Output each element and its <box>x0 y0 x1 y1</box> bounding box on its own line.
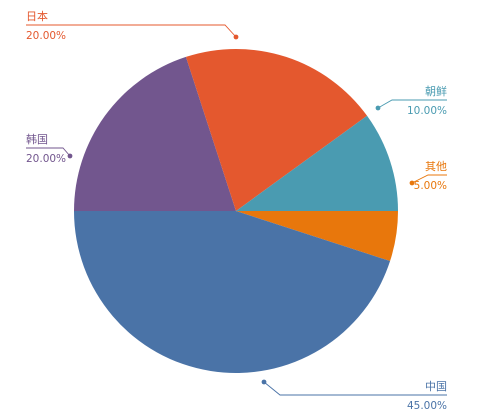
leader-line-4 <box>26 24 237 38</box>
pie-label-5: 朝鲜 10.00% <box>375 84 447 117</box>
leader-dot-5 <box>375 105 381 111</box>
slice-percent-label: 20.00% <box>26 153 66 165</box>
leader-dot-1 <box>409 180 415 186</box>
pie-slice-5[interactable] <box>236 115 398 211</box>
pie-slice-4[interactable] <box>185 49 368 211</box>
leader-line-3 <box>26 147 71 157</box>
slices-layer <box>74 49 398 373</box>
slice-percent-label: 10.00% <box>407 105 447 117</box>
leader-dot-2 <box>261 379 267 385</box>
leader-line-5 <box>377 99 447 109</box>
slice-name-label: 日本 <box>26 9 48 23</box>
pie-slice-1[interactable] <box>236 211 398 262</box>
pie-label-4: 日本 20.00% <box>26 9 239 42</box>
slice-percent-label: 20.00% <box>26 30 66 42</box>
leader-line-2 <box>263 381 447 396</box>
pie-label-1: 其他 5.00% <box>409 160 447 192</box>
slice-name-label: 韩国 <box>26 132 48 146</box>
leader-dot-4 <box>233 34 239 40</box>
slice-percent-label: 45.00% <box>407 400 447 412</box>
slice-name-label: 中国 <box>425 380 447 393</box>
leader-line-1 <box>411 174 447 184</box>
leader-dot-3 <box>67 153 73 159</box>
slice-percent-label: 5.00% <box>414 180 447 192</box>
labels-layer: 其他 5.00% 中国 45.00% 韩国 20.00% 日本 20.00% 朝鲜 10.00% <box>26 9 447 412</box>
slice-name-label: 朝鲜 <box>425 84 447 98</box>
pie-slice-2[interactable] <box>74 211 391 373</box>
pie-slice-3[interactable] <box>74 56 236 212</box>
pie-label-3: 韩国 20.00% <box>26 132 73 165</box>
pie-label-2: 中国 45.00% <box>261 379 447 412</box>
slice-name-label: 其他 <box>425 160 447 173</box>
